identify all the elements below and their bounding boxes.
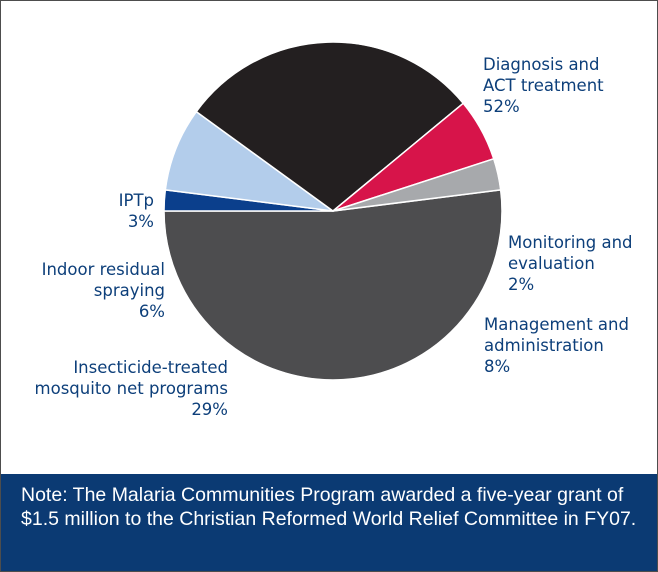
slice-label: Indoor residual spraying 6% [42, 260, 165, 321]
slice-name-label: ACT treatment [483, 76, 604, 95]
pie-labels: Diagnosis and ACT treatment 52% Monitoring … [35, 55, 633, 419]
slice-name-label: Insecticide-treated [73, 358, 228, 377]
slice-value-label: 52% [483, 97, 520, 116]
pie-slice [163, 189, 503, 381]
slice-name-label: IPTp [119, 191, 154, 210]
slice-value-label: 29% [191, 400, 228, 419]
slice-name-label: mosquito net programs [35, 379, 228, 398]
footnote: Note: The Malaria Communities Program aw… [1, 474, 657, 571]
slice-label: Insecticide-treated mosquito net programs… [35, 358, 228, 419]
pie-chart: Diagnosis and ACT treatment 52% Monitoring … [35, 41, 633, 419]
slice-label: Management and administration 8% [484, 315, 629, 376]
slice-label: Diagnosis and ACT treatment 52% [483, 55, 604, 116]
pie-slices [163, 41, 503, 381]
slice-label: IPTp 3% [119, 191, 154, 231]
slice-name-label: Indoor residual [42, 260, 165, 279]
slice-value-label: 8% [484, 357, 510, 376]
slice-name-label: spraying [94, 281, 165, 300]
slice-name-label: evaluation [508, 254, 595, 273]
slice-label: Monitoring and evaluation 2% [508, 233, 633, 294]
slice-name-label: Diagnosis and [483, 55, 600, 74]
slice-name-label: Monitoring and [508, 233, 633, 252]
slice-value-label: 6% [139, 302, 165, 321]
slice-value-label: 3% [128, 212, 154, 231]
slice-value-label: 2% [508, 275, 534, 294]
slice-name-label: administration [484, 336, 604, 355]
pie-outline [163, 41, 503, 381]
slice-name-label: Management and [484, 315, 629, 334]
